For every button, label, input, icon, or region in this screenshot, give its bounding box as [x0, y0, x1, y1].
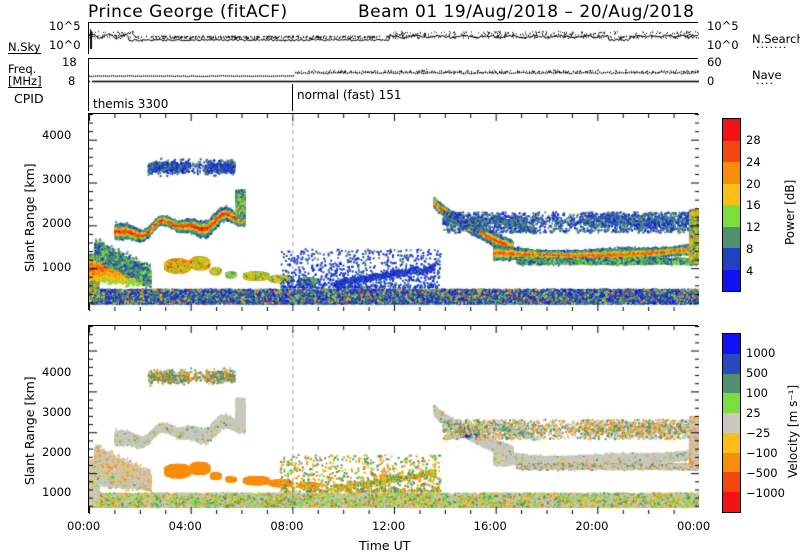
power-colorbar-band-28plus — [723, 119, 740, 141]
power-colorbar-band-8-12 — [723, 226, 740, 248]
velocity-colorbar-band-500-1000 — [723, 353, 740, 374]
power-ytick-1000: 1000 — [42, 260, 72, 274]
power-cbtick-12: 12 — [746, 220, 761, 234]
power-ytick-3000: 3000 — [42, 172, 72, 186]
velocity-cbtick-25: 25 — [746, 406, 761, 420]
velocity-ytick-1000: 1000 — [42, 485, 72, 499]
velocity-colorbar-band-neg25-25 — [723, 413, 740, 433]
power-colorbar-band-0-4 — [723, 269, 740, 291]
page-title: Prince George (fitACF) — [88, 2, 288, 22]
power-colorbar-band-4-8 — [723, 248, 740, 270]
power-scatter-canvas — [89, 114, 699, 311]
cpid-label: CPID — [14, 91, 44, 106]
power-cbtick-20: 20 — [746, 177, 761, 191]
nsearch-label: N.Search — [752, 32, 800, 46]
velocity-cbtick-neg100: −100 — [746, 446, 778, 460]
power-colorbar-label: Power [dB] — [783, 179, 797, 245]
power-cbtick-24: 24 — [746, 155, 761, 169]
freq-label-line2: [MHz] — [8, 74, 42, 89]
nsky-tick-bottom: 10^0 — [49, 38, 81, 52]
x-tick-0800-2: 08:00 — [270, 519, 304, 533]
cpid-entry-1: normal (fast) 151 — [292, 84, 401, 107]
nave-tick-bottom: 0 — [707, 74, 715, 88]
power-ytick-4000: 4000 — [42, 128, 72, 142]
power-cbtick-8: 8 — [746, 242, 754, 256]
x-tick-0000-6: 00:00 — [677, 519, 711, 533]
velocity-colorbar-band-ltneg1000 — [723, 492, 740, 513]
x-tick-0000-0: 00:00 — [67, 519, 101, 533]
velocity-scatter-canvas — [89, 326, 699, 514]
nsky-label-text: N.Sky — [8, 40, 41, 55]
velocity-colorbar-band-neg1000-neg500 — [723, 472, 740, 493]
power-plot-area — [88, 113, 699, 311]
cpid-entry-0-label: themis 3300 — [93, 97, 169, 111]
x-axis-tick-labels: 00:00 04:00 08:00 12:00 16:00 20:00 00:00 — [0, 519, 800, 535]
velocity-cbtick-neg25: −25 — [746, 426, 771, 440]
nave-tick-top: 60 — [707, 55, 722, 69]
nsky-tick-top: 10^5 — [49, 19, 81, 33]
nave-linestyle-key: ···· — [756, 77, 774, 90]
velocity-colorbar-band-gt1000 — [723, 334, 740, 354]
velocity-plot-area — [88, 325, 699, 514]
power-cbtick-16: 16 — [746, 198, 761, 212]
power-cbtick-28: 28 — [746, 133, 761, 147]
nsearch-tick-top: 10^5 — [707, 19, 739, 33]
velocity-colorbar — [722, 333, 741, 513]
x-tick-1600-4: 16:00 — [473, 519, 507, 533]
velocity-cbtick-neg500: −500 — [746, 466, 778, 480]
freq-unit-label: [MHz] — [8, 74, 42, 89]
velocity-colorbar-band-neg500-neg100 — [723, 452, 740, 473]
cpid-plot-area: themis 3300 normal (fast) 151 — [88, 84, 698, 112]
velocity-cbtick-1000: 1000 — [746, 346, 776, 360]
cpid-entry-0: themis 3300 — [93, 93, 168, 112]
power-colorbar — [722, 118, 741, 292]
cpid-mode-change-divider — [292, 88, 293, 111]
power-ytick-2000: 2000 — [42, 216, 72, 230]
power-colorbar-band-24-28 — [723, 140, 740, 162]
velocity-cbtick-neg1000: −1000 — [746, 486, 785, 500]
velocity-ytick-4000: 4000 — [42, 365, 72, 379]
x-axis-label: Time UT — [359, 538, 411, 553]
velocity-cbtick-100: 100 — [746, 386, 768, 400]
velocity-ytick-2000: 2000 — [42, 445, 72, 459]
x-tick-0400-1: 04:00 — [168, 519, 202, 533]
freq-label: Freq. — [8, 62, 36, 76]
freq-nave-timeseries-canvas — [89, 59, 699, 89]
power-ylabel: Slant Range [km] — [22, 163, 37, 272]
x-tick-2000-5: 20:00 — [575, 519, 609, 533]
nsearch-tick-bottom: 10^0 — [707, 38, 739, 52]
velocity-colorbar-band-100-500 — [723, 373, 740, 394]
nsky-label: N.Sky — [8, 40, 41, 55]
power-colorbar-band-12-16 — [723, 205, 740, 227]
velocity-ytick-3000: 3000 — [42, 405, 72, 419]
nsky-timeseries-canvas — [89, 23, 699, 55]
freq-tick-top: 18 — [62, 55, 77, 69]
beam-date-title: Beam 01 19/Aug/2018 – 20/Aug/2018 — [358, 2, 695, 22]
power-cbtick-4: 4 — [746, 264, 754, 278]
freq-tick-bottom: 8 — [68, 74, 76, 88]
velocity-cbtick-500: 500 — [746, 366, 768, 380]
velocity-colorbar-band-neg100-neg25 — [723, 432, 740, 453]
cpid-entry-1-label: normal (fast) 151 — [297, 88, 402, 102]
velocity-colorbar-label: Velocity [m s⁻¹] — [786, 384, 800, 478]
power-colorbar-band-20-24 — [723, 162, 740, 184]
velocity-colorbar-band-25-100 — [723, 393, 740, 414]
freq-label-line1: Freq. — [8, 62, 37, 76]
velocity-ylabel: Slant Range [km] — [22, 376, 37, 485]
freq-plot-area — [88, 58, 699, 89]
x-tick-1200-3: 12:00 — [372, 519, 406, 533]
nsearch-linestyle-key: ······· — [756, 41, 788, 54]
nave-label: Nave — [752, 68, 782, 82]
power-colorbar-band-16-20 — [723, 183, 740, 205]
nsky-plot-area — [88, 22, 699, 55]
